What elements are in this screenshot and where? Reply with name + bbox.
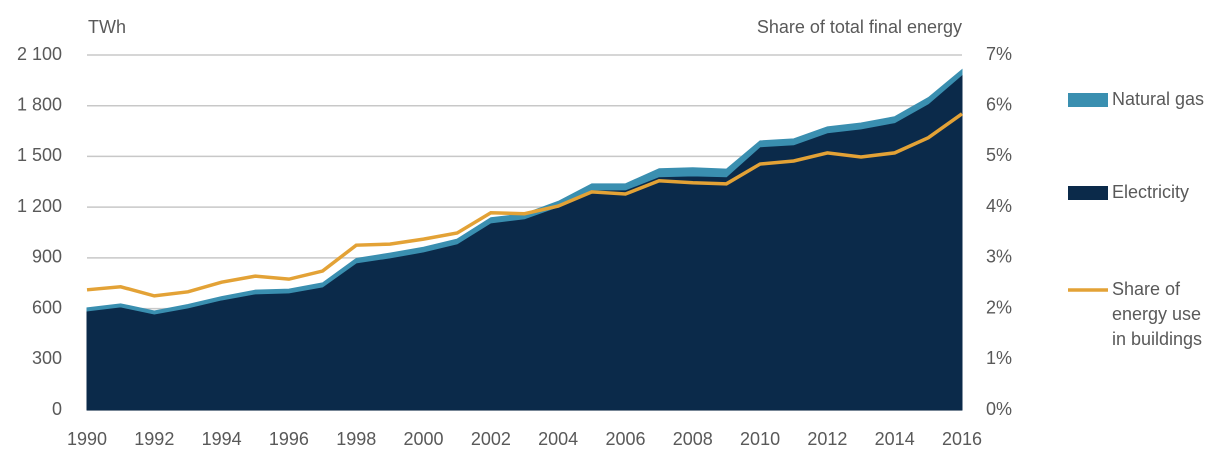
legend-label: Natural gas bbox=[1112, 89, 1205, 109]
x-tick-label: 2000 bbox=[404, 429, 444, 449]
x-tick-label: 2004 bbox=[538, 429, 578, 449]
y-axis-label: TWh bbox=[88, 17, 126, 37]
y2-tick-label: 0% bbox=[986, 399, 1012, 419]
y2-tick-label: 5% bbox=[986, 145, 1012, 165]
y2-tick-label: 4% bbox=[986, 196, 1012, 216]
y2-tick-label: 3% bbox=[986, 247, 1012, 267]
legend-label: Electricity bbox=[1112, 182, 1190, 202]
x-tick-label: 2006 bbox=[605, 429, 645, 449]
y2-tick-label: 7% bbox=[986, 44, 1012, 64]
y-tick-label: 1 200 bbox=[17, 196, 62, 216]
y-tick-label: 600 bbox=[32, 297, 62, 317]
x-tick-label: 1996 bbox=[269, 429, 309, 449]
x-tick-label: 1992 bbox=[134, 429, 174, 449]
legend-swatch bbox=[1068, 186, 1108, 200]
y2-axis-label: Share of total final energy bbox=[757, 17, 962, 37]
y2-tick-label: 2% bbox=[986, 297, 1012, 317]
x-tick-label: 2012 bbox=[807, 429, 847, 449]
legend-swatch bbox=[1068, 93, 1108, 107]
x-tick-label: 2002 bbox=[471, 429, 511, 449]
x-tick-label: 1998 bbox=[336, 429, 376, 449]
legend-label: Share of energy use in buildings bbox=[1112, 279, 1203, 349]
area bbox=[86, 73, 963, 411]
x-tick-label: 1990 bbox=[67, 429, 107, 449]
x-tick-label: 2014 bbox=[875, 429, 915, 449]
y2-tick-label: 1% bbox=[986, 348, 1012, 368]
y-tick-label: 300 bbox=[32, 348, 62, 368]
x-tick-label: 2010 bbox=[740, 429, 780, 449]
y-tick-label: 0 bbox=[52, 399, 62, 419]
line bbox=[86, 112, 964, 298]
y-tick-label: 1 800 bbox=[17, 94, 62, 114]
x-tick-label: 1994 bbox=[202, 429, 242, 449]
y2-tick-label: 6% bbox=[986, 94, 1012, 114]
x-tick-label: 2016 bbox=[942, 429, 982, 449]
x-tick-label: 2008 bbox=[673, 429, 713, 449]
y-tick-label: 900 bbox=[32, 247, 62, 267]
area bbox=[86, 68, 963, 315]
y-tick-label: 1 500 bbox=[17, 145, 62, 165]
y-tick-label: 2 100 bbox=[17, 44, 62, 64]
